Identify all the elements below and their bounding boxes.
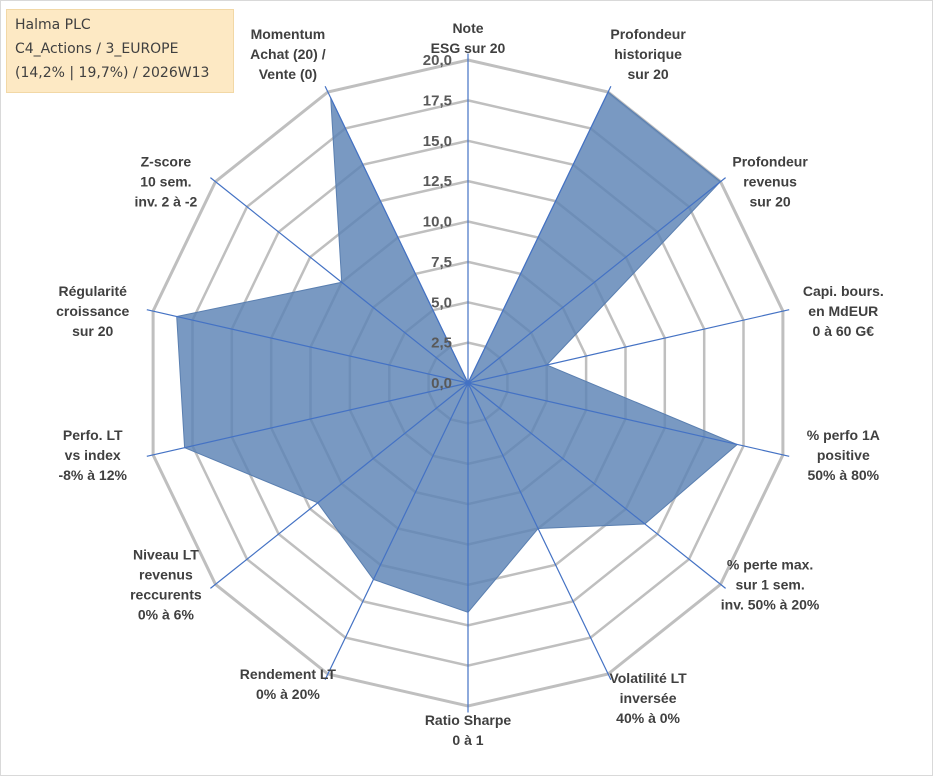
- axis-label: historique: [614, 46, 682, 62]
- axis-label: Régularité: [58, 283, 127, 299]
- axis-spoke: [146, 309, 469, 384]
- axis-spoke: [146, 382, 469, 457]
- tick-label: 15,0: [423, 133, 452, 150]
- axis-label: Vente (0): [259, 66, 317, 82]
- axis-label: revenus: [743, 174, 797, 190]
- company-name: Halma PLC: [15, 17, 91, 33]
- axis-label: vs index: [65, 447, 121, 463]
- tick-label: 7,5: [431, 254, 452, 271]
- axis-label: % perte max.: [727, 556, 813, 572]
- axis-label: 0% à 20%: [256, 686, 320, 702]
- info-box: Halma PLC C4_Actions / 3_EUROPE (14,2% |…: [6, 9, 234, 93]
- axis-label: Capi. bours.: [803, 283, 884, 299]
- axis-label: reccurents: [130, 586, 202, 602]
- axis-spoke: [467, 382, 790, 457]
- axis-label: sur 20: [627, 66, 668, 82]
- tick-label: 20,0: [423, 52, 452, 69]
- axis-label: 0% à 6%: [138, 606, 195, 622]
- axis-label: inv. 2 à -2: [135, 194, 198, 210]
- axis-label: en MdEUR: [808, 303, 878, 319]
- tick-label: 0,0: [431, 375, 452, 392]
- axis-spoke: [210, 177, 469, 384]
- performance-week: (14,2% | 19,7%) / 2026W13: [15, 65, 210, 81]
- axis-label: inv. 50% à 20%: [721, 596, 820, 612]
- axis-label: croissance: [56, 303, 129, 319]
- axis-spoke: [467, 382, 726, 589]
- axis-label: 0 à 1: [452, 732, 483, 748]
- axis-label: ESG sur 20: [431, 40, 506, 56]
- axis-spoke: [467, 309, 790, 384]
- tick-label: 17,5: [423, 92, 452, 109]
- axis-spoke: [467, 85, 612, 384]
- axis-label: 0 à 60 G€: [813, 323, 875, 339]
- axis-label: Profondeur: [732, 154, 808, 170]
- tick-label: 2,5: [431, 335, 452, 352]
- axis-label: Z-score: [141, 154, 192, 170]
- axis-label: 40% à 0%: [616, 710, 680, 726]
- portfolio-category: C4_Actions / 3_EUROPE: [15, 41, 179, 57]
- tick-label: 5,0: [431, 294, 452, 311]
- axis-label: -8% à 12%: [58, 467, 127, 483]
- axis-label: 50% à 80%: [807, 467, 879, 483]
- axis-label: Momentum: [251, 26, 326, 42]
- axis-label: sur 20: [72, 323, 113, 339]
- axis-label: Volatilité LT: [609, 670, 687, 686]
- axis-label: Niveau LT: [133, 546, 199, 562]
- axis-label: Ratio Sharpe: [425, 712, 512, 728]
- axis-label: sur 1 sem.: [735, 576, 804, 592]
- axis-label: Achat (20) /: [250, 46, 326, 62]
- axis-spoke: [467, 177, 726, 384]
- series-area: [176, 91, 739, 613]
- axis-label: 10 sem.: [140, 174, 191, 190]
- tick-label: 10,0: [423, 214, 452, 231]
- axis-label: Profondeur: [610, 26, 686, 42]
- axis-label: Note: [452, 20, 483, 36]
- axis-spoke: [210, 382, 469, 589]
- axis-label: % perfo 1A: [807, 427, 880, 443]
- axis-spoke: [467, 382, 612, 681]
- axis-label: sur 20: [749, 194, 790, 210]
- axis-label: Rendement LT: [240, 666, 337, 682]
- axis-spoke: [324, 85, 469, 384]
- axis-label: positive: [817, 447, 870, 463]
- axis-label: inversée: [620, 690, 677, 706]
- axis-label: Perfo. LT: [63, 427, 123, 443]
- tick-label: 12,5: [423, 173, 452, 190]
- axis-spoke: [324, 382, 469, 681]
- axis-label: revenus: [139, 566, 193, 582]
